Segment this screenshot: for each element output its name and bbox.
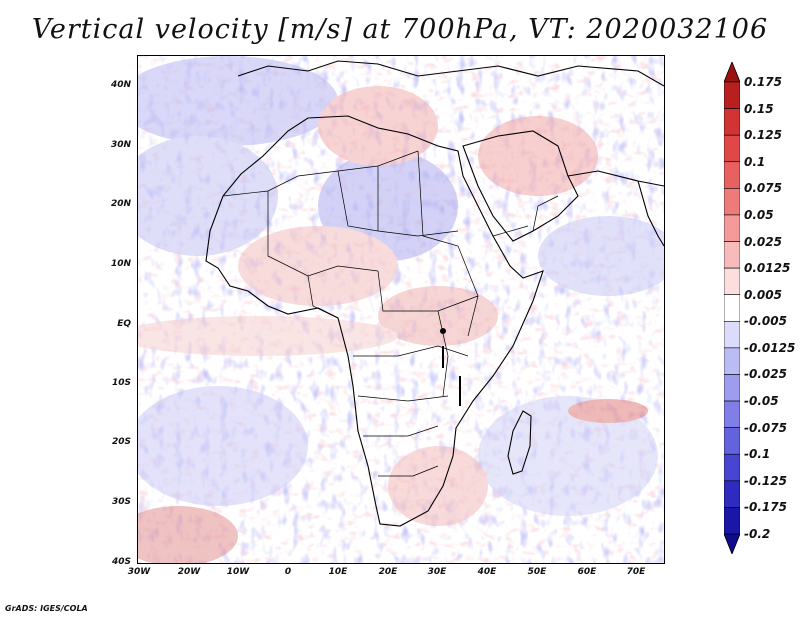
colorbar-label: 0.15	[744, 101, 774, 116]
colorbar-label: -0.125	[744, 473, 787, 488]
india-coastline	[637, 180, 664, 247]
coastlines	[205, 60, 664, 527]
colorbar-label: -0.05	[744, 394, 779, 409]
colorbar-bottom-triangle	[724, 533, 740, 554]
colorbar-segment	[724, 427, 740, 455]
lon-label-70e: 70E	[626, 567, 646, 577]
europe-coastline	[237, 60, 664, 87]
colorbar-label: 0.175	[744, 75, 782, 89]
lat-label-30n: 30N	[110, 140, 131, 150]
colorbar-label: -0.075	[744, 420, 787, 435]
lakes	[440, 328, 461, 406]
colorbar-label: -0.175	[744, 500, 787, 515]
lon-label-50e: 50E	[527, 567, 547, 577]
lon-label-40e: 40E	[477, 567, 497, 577]
lon-label-30e: 30E	[427, 567, 447, 577]
colorbar-label: -0.005	[744, 314, 787, 329]
lon-label-30w: 30W	[127, 567, 151, 577]
colorbar-segment	[724, 214, 740, 242]
colorbar-segment	[724, 134, 740, 163]
velocity-anomaly-regions	[138, 56, 664, 563]
colorbar-label: -0.2	[744, 527, 771, 541]
colorbar-segment	[724, 400, 740, 428]
colorbar-segment	[724, 161, 740, 189]
colorbar-label: 0.1	[744, 154, 766, 169]
lat-label-10n: 10N	[110, 259, 131, 269]
map-plot-area	[137, 55, 665, 564]
lon-label-0: 0	[284, 567, 292, 577]
lat-label-20n: 20N	[110, 199, 131, 209]
colorbar-segment	[724, 320, 740, 349]
colorbar-label: 0.075	[744, 181, 782, 196]
velocity-field-map	[138, 56, 664, 563]
colorbar-segment	[724, 294, 740, 322]
colorbar-label: 0.0125	[744, 261, 791, 276]
colorbar-segment	[724, 241, 740, 269]
lat-label-20s: 20S	[111, 437, 131, 447]
arabia-coastline	[462, 130, 579, 242]
lat-label-10s: 10S	[111, 378, 131, 388]
colorbar-segment	[724, 267, 740, 296]
lat-label-40n: 40N	[110, 80, 131, 90]
lon-label-10w: 10W	[226, 567, 250, 577]
madagascar-coastline	[507, 410, 532, 475]
colorbar-label: 0.125	[744, 128, 782, 143]
lon-label-20w: 20W	[177, 567, 201, 577]
lat-label-40s: 40S	[111, 557, 131, 567]
africa-coastline	[205, 115, 544, 527]
colorbar-label: -0.0125	[744, 340, 796, 355]
colorbar-segment	[724, 507, 740, 535]
colorbar-label: -0.025	[744, 367, 787, 382]
colorbar-segment	[724, 188, 740, 216]
colorbar-label: 0.05	[744, 207, 774, 222]
colorbar-label: -0.1	[744, 447, 771, 462]
colorbar-segment	[724, 374, 740, 402]
country-borders	[222, 150, 559, 477]
lon-label-60e: 60E	[577, 567, 597, 577]
colorbar-label: 0.025	[744, 234, 782, 249]
colorbar	[724, 62, 740, 554]
colorbar-segment	[724, 108, 740, 136]
colorbar-top-triangle	[724, 62, 740, 83]
colorbar-segment	[724, 81, 740, 109]
colorbar-segment	[724, 347, 740, 375]
grads-credit: GrADS: IGES/COLA	[5, 604, 88, 613]
iran-coastline	[567, 170, 664, 187]
colorbar-segment	[724, 453, 740, 482]
lon-label-10e: 10E	[328, 567, 348, 577]
map-title: Vertical velocity [m/s] at 700hPa, VT: 2…	[31, 14, 769, 45]
colorbar-segment	[724, 480, 740, 508]
lat-label-30s: 30S	[111, 497, 131, 507]
lon-label-20e: 20E	[378, 567, 398, 577]
lat-label-eq: EQ	[117, 319, 131, 329]
colorbar-label: 0.005	[744, 287, 782, 302]
